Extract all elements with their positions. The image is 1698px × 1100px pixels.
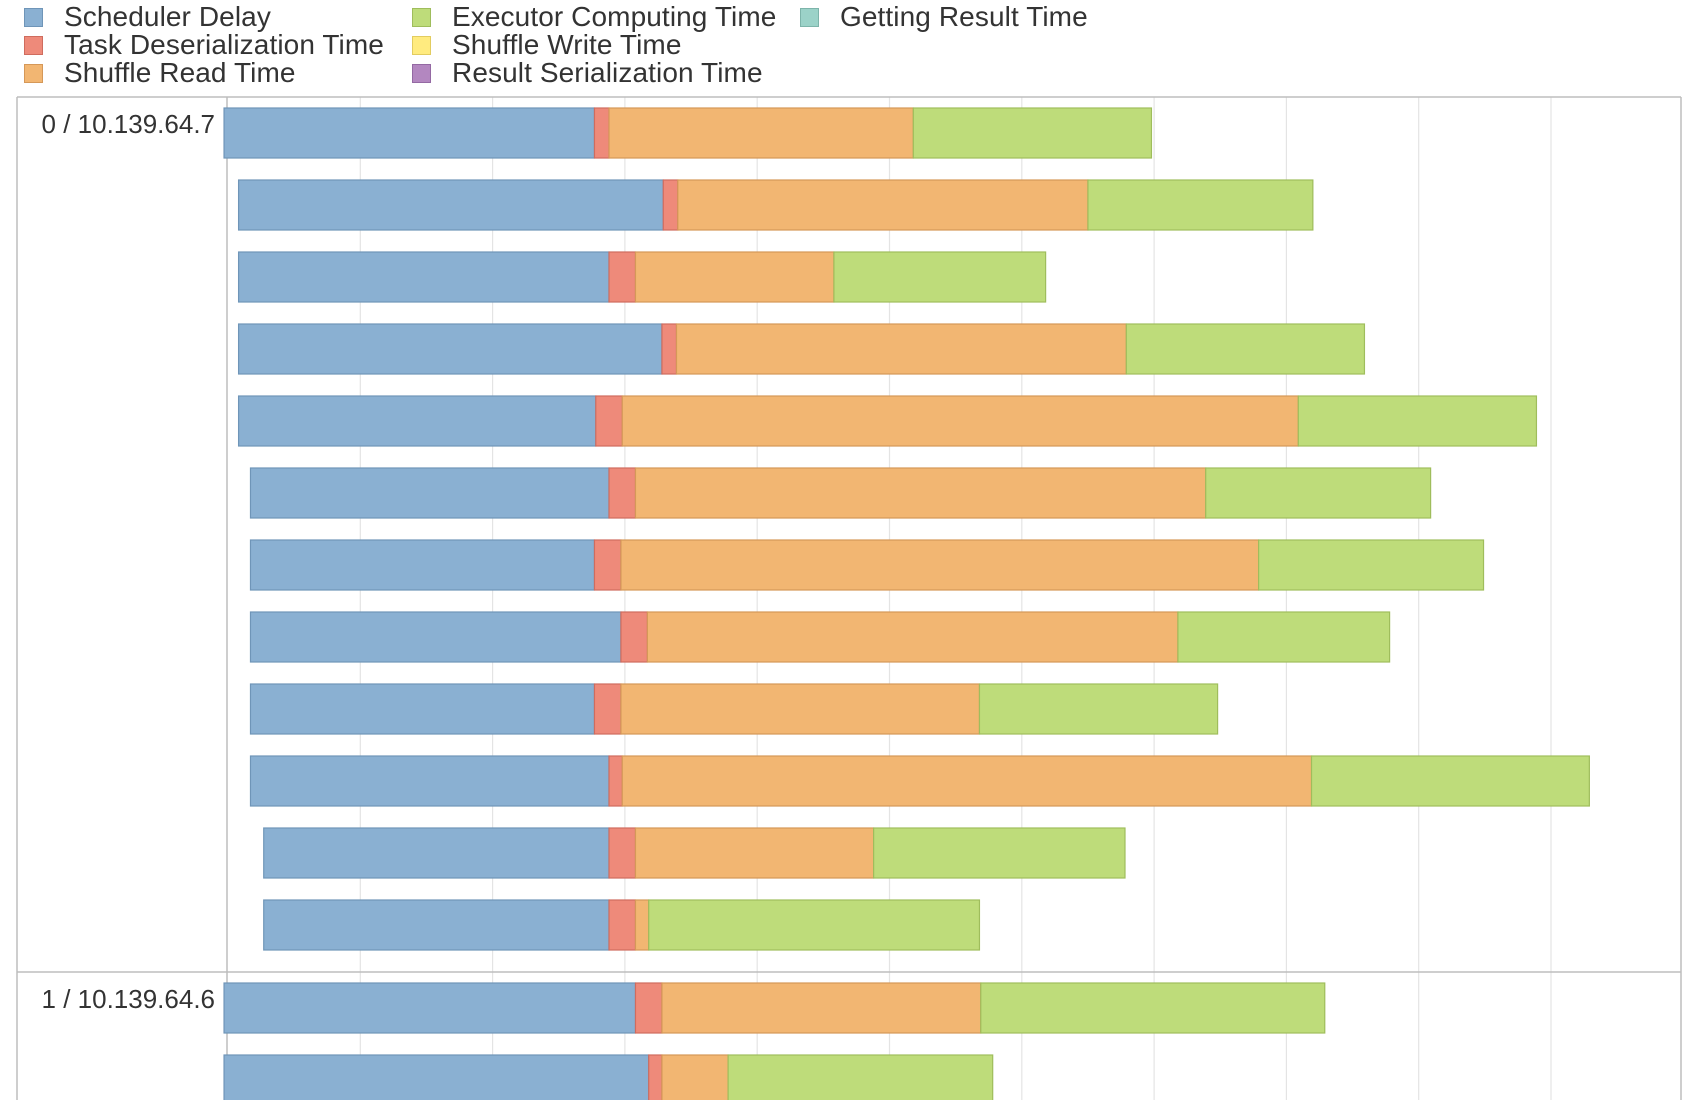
legend-label-getting-result-time: Getting Result Time [840,1,1088,32]
task-segment-executor-computing-time [1297,395,1538,447]
task-segment-executor-computing-time [1205,467,1432,519]
task-segment-shuffle-read-time [621,395,1299,447]
legend-label-shuffle-write-time: Shuffle Write Time [452,29,682,60]
task-segment-shuffle-read-time [634,467,1207,519]
task-segment-scheduler-delay [237,395,597,447]
task-bar [249,611,1391,663]
task-segment-scheduler-delay [223,107,596,159]
task-segment-executor-computing-time [980,982,1326,1034]
task-segment-shuffle-read-time [646,611,1179,663]
task-segment-executor-computing-time [978,683,1219,735]
group-frames [16,96,1682,1100]
task-segment-scheduler-delay [249,467,610,519]
task-segment-scheduler-delay [237,251,610,303]
task-segment-shuffle-read-time [661,1054,729,1100]
task-bar [249,755,1590,807]
legend-item-scheduler-delay: Scheduler Delay [24,1,271,32]
task-segment-task-deserialization-time [608,467,637,519]
task-bar [223,1054,994,1100]
task-segment-shuffle-read-time [634,827,875,879]
task-bar [263,827,1126,879]
task-segment-executor-computing-time [833,251,1047,303]
task-segment-executor-computing-time [912,107,1153,159]
task-bar [249,467,1432,519]
task-segment-scheduler-delay [223,982,637,1034]
task-segment-task-deserialization-time [593,107,610,159]
task-segment-executor-computing-time [1310,755,1590,807]
task-segment-shuffle-read-time [677,179,1089,231]
task-segment-executor-computing-time [727,1054,994,1100]
task-segment-scheduler-delay [223,1054,650,1100]
task-bar [237,395,1538,447]
task-segment-task-deserialization-time [608,827,637,879]
legend-swatch-result-serialization-time [412,63,431,83]
task-segment-executor-computing-time [1125,323,1366,375]
legend-item-result-serialization-time: Result Serialization Time [412,57,763,88]
legend-label-shuffle-read-time: Shuffle Read Time [64,57,296,88]
legend-item-getting-result-time: Getting Result Time [800,1,1088,32]
task-bar [237,251,1047,303]
task-segment-scheduler-delay [263,899,610,951]
task-segment-executor-computing-time [1258,539,1485,591]
task-segment-task-deserialization-time [662,179,679,231]
task-segment-shuffle-read-time [675,323,1127,375]
task-bar [237,179,1314,231]
task-segment-scheduler-delay [249,539,596,591]
legend-item-shuffle-write-time: Shuffle Write Time [412,29,682,60]
legend-label-result-serialization-time: Result Serialization Time [452,57,763,88]
task-segment-executor-computing-time [648,899,981,951]
task-segment-task-deserialization-time [648,1054,663,1100]
task-bar [237,323,1366,375]
task-segment-shuffle-read-time [608,107,914,159]
legend-swatch-scheduler-delay [24,7,43,27]
task-bar [263,899,981,951]
task-segment-task-deserialization-time [620,611,648,663]
task-segment-executor-computing-time [873,827,1126,879]
task-segment-shuffle-read-time [661,982,982,1034]
task-segment-shuffle-read-time [621,755,1313,807]
legend-item-shuffle-read-time: Shuffle Read Time [24,57,296,88]
task-segment-scheduler-delay [237,323,663,375]
legend-swatch-shuffle-read-time [24,63,43,83]
task-segment-shuffle-read-time [620,683,981,735]
task-segment-task-deserialization-time [593,683,622,735]
task-segment-scheduler-delay [237,179,664,231]
task-bar [223,982,1326,1034]
legend-label-executor-computing-time: Executor Computing Time [452,1,777,32]
task-bar [249,683,1219,735]
task-segment-scheduler-delay [249,611,622,663]
task-segment-scheduler-delay [249,755,610,807]
task-segment-executor-computing-time [1177,611,1391,663]
task-bar [249,539,1485,591]
task-segment-executor-computing-time [1087,179,1314,231]
task-segment-task-deserialization-time [608,755,623,807]
task-segment-task-deserialization-time [634,982,663,1034]
chart-legend: Scheduler Delay Task Deserialization Tim… [0,0,1698,95]
task-segment-shuffle-read-time [634,899,650,951]
legend-swatch-executor-computing-time [412,7,431,27]
task-segment-task-deserialization-time [593,539,622,591]
executor-group-label: 1 / 10.139.64.6 [42,984,215,1014]
task-segment-task-deserialization-time [595,395,623,447]
executor-group: 1 / 10.139.64.6 [42,982,1326,1100]
legend-label-scheduler-delay: Scheduler Delay [64,1,271,32]
legend-item-executor-computing-time: Executor Computing Time [412,1,777,32]
legend-swatch-shuffle-write-time [412,35,431,55]
legend-swatch-getting-result-time [800,7,819,27]
legend-item-task-deserialization-time: Task Deserialization Time [24,29,384,60]
task-bar [223,107,1153,159]
executor-group-label: 0 / 10.139.64.7 [42,109,215,139]
task-segment-task-deserialization-time [608,899,637,951]
task-segment-shuffle-read-time [634,251,835,303]
task-segment-shuffle-read-time [620,539,1260,591]
task-segment-scheduler-delay [249,683,596,735]
legend-label-task-deserialization-time: Task Deserialization Time [64,29,384,60]
legend-swatch-task-deserialization-time [24,35,43,55]
task-segment-task-deserialization-time [608,251,637,303]
task-segment-scheduler-delay [263,827,610,879]
task-segment-task-deserialization-time [661,323,678,375]
executor-group: 0 / 10.139.64.7 [42,107,1590,951]
